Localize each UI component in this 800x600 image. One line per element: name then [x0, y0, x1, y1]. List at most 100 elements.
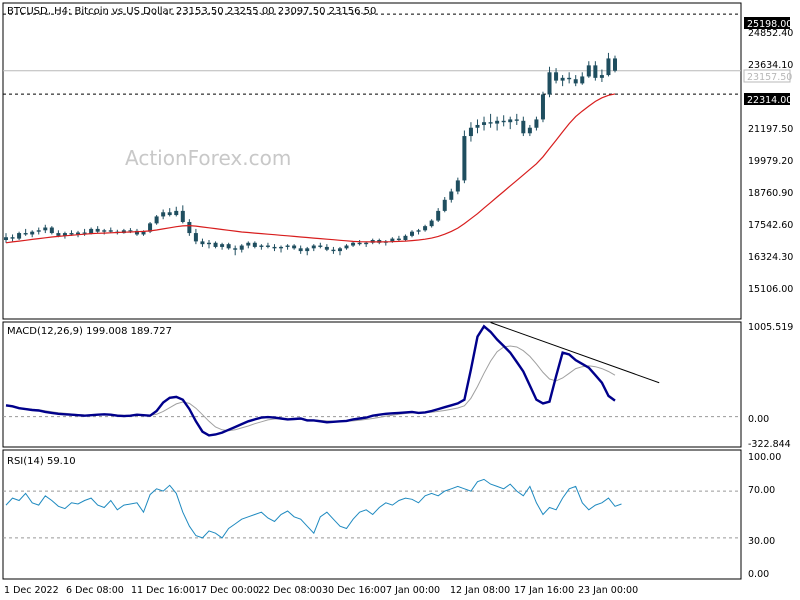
candle-body [436, 210, 441, 221]
watermark-text: ActionForex.com [125, 146, 291, 170]
candle-body [324, 246, 329, 250]
candle-body [344, 245, 349, 249]
candle-body [279, 246, 284, 249]
candle-body [36, 230, 41, 232]
candle-body [547, 72, 552, 95]
rsi-series [3, 478, 741, 539]
rsi-tick-label: 70.00 [748, 485, 775, 496]
candle-body [331, 249, 336, 252]
time-axis: 1 Dec 2022 6 Dec 08:00 11 Dec 16:00 17 D… [4, 585, 638, 596]
level-badge-label: 25198.00 [747, 19, 792, 30]
candle-body [246, 242, 251, 246]
candle-body [540, 94, 545, 120]
candle-body [423, 226, 428, 231]
candle-body [462, 136, 467, 181]
candle-body [148, 223, 153, 232]
candle-body [10, 237, 15, 239]
macd-line [5, 324, 616, 437]
candle-body [298, 248, 303, 252]
candle-body [108, 230, 113, 232]
level-badge-label: 23157.50 [747, 72, 792, 83]
price-tick-label: 15106.00 [748, 284, 793, 295]
candle-body [272, 246, 277, 249]
sma-line [5, 93, 616, 244]
rsi-tick-label: 100.00 [748, 452, 781, 463]
price-tick-label: 23634.10 [748, 60, 793, 71]
level-badge-22314 [744, 93, 790, 105]
candle-body [76, 232, 81, 235]
candle-body [43, 227, 48, 231]
candle-body [141, 231, 146, 235]
candle-body [521, 120, 526, 134]
candle-body [351, 242, 356, 246]
time-tick-label: 7 Jan 00:00 [386, 585, 440, 596]
candle-body [17, 233, 22, 239]
candle-body [580, 76, 585, 84]
candle-body [305, 248, 310, 252]
candle-body [259, 245, 264, 247]
macd-axis: 1005.519 0.00 -322.844 [748, 322, 793, 450]
candle-body [56, 233, 61, 236]
candle-body [89, 228, 94, 234]
level-badge-label: 22314.00 [747, 95, 792, 106]
candle-body [233, 248, 238, 250]
time-tick-label: 22 Dec 08:00 [258, 585, 322, 596]
price-tick-label: 17542.60 [748, 220, 793, 231]
candle-body [429, 220, 434, 227]
candle-body [599, 75, 604, 78]
candle-body [49, 227, 54, 234]
candle-body [468, 127, 473, 137]
candle-body [200, 241, 205, 245]
candle-body [69, 233, 74, 235]
time-tick-label: 23 Jan 00:00 [578, 585, 638, 596]
candle-body [613, 58, 617, 71]
candle-body [364, 242, 369, 245]
level-badge-25198 [744, 17, 790, 29]
rsi-line [5, 478, 622, 539]
candle-body [207, 242, 211, 245]
candle-body [390, 238, 395, 242]
macd-series [3, 322, 741, 437]
rsi-panel-title: RSI(14) 59.10 [7, 456, 76, 467]
candle-body [213, 242, 218, 247]
candle-body [311, 245, 316, 249]
macd-tick-label: -322.844 [748, 439, 791, 450]
candle-body [410, 231, 414, 236]
candle-body [292, 245, 297, 249]
candle-body [285, 245, 290, 247]
candle-body [488, 122, 493, 124]
candle-body [534, 119, 539, 128]
price-tick-label: 21197.50 [748, 124, 793, 135]
macd-panel-title: MACD(12,26,9) 199.008 189.727 [7, 326, 172, 337]
candle-body [174, 210, 179, 216]
rsi-axis: 100.00 70.00 30.00 0.00 [748, 452, 781, 580]
candle-body [495, 120, 500, 124]
candle-body [567, 77, 572, 80]
candle-body [357, 242, 362, 245]
candle-body [442, 199, 447, 211]
time-tick-label: 11 Dec 16:00 [131, 585, 195, 596]
candle-body [62, 233, 67, 236]
candle-body [180, 210, 185, 222]
candlestick-series [4, 52, 617, 256]
candle-body [501, 120, 506, 123]
candle-body [416, 230, 421, 232]
macd-tick-label: 0.00 [748, 414, 769, 425]
candle-body [252, 242, 257, 247]
price-tick-label: 24852.40 [748, 28, 793, 39]
macd-tick-label: 1005.519 [748, 322, 793, 333]
macd-panel-frame [2, 321, 742, 448]
candle-body [4, 237, 8, 240]
level-badge-current [743, 69, 791, 83]
candle-body [226, 244, 231, 249]
candle-body [82, 232, 87, 234]
candle-body [193, 233, 198, 242]
rsi-tick-label: 0.00 [748, 569, 769, 580]
candle-body [593, 65, 598, 78]
candle-body [154, 216, 159, 224]
candle-body [554, 72, 559, 81]
candle-body [606, 58, 611, 76]
price-panel-title: BTCUSD, H4: Bitcoin vs US Dollar 23153.5… [7, 6, 376, 17]
macd-trendline [490, 322, 660, 384]
candle-body [318, 245, 323, 247]
